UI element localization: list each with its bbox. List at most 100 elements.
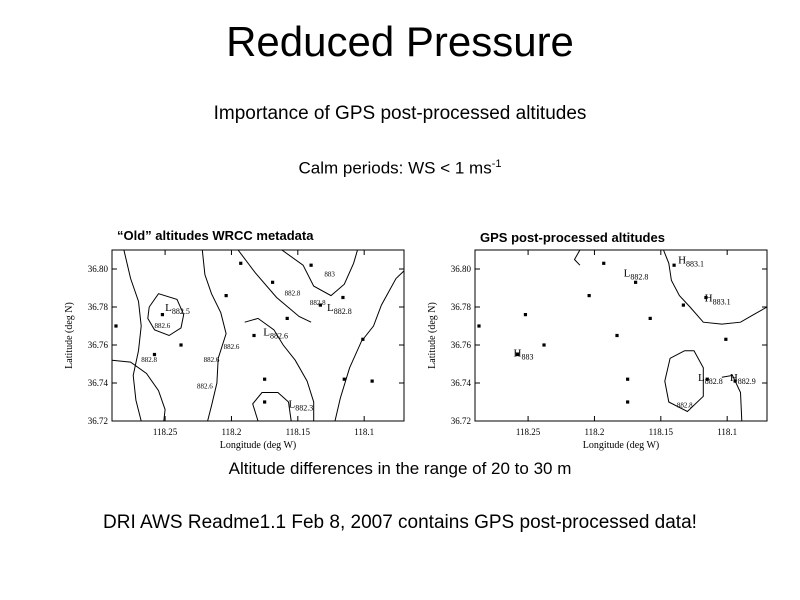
x-tick-label: 118.2 bbox=[584, 427, 604, 437]
contour-line bbox=[664, 350, 704, 413]
station-point bbox=[114, 324, 118, 328]
extremum-letter: L bbox=[624, 268, 631, 280]
station-point bbox=[724, 337, 728, 341]
y-tick-label: 36.72 bbox=[88, 416, 108, 426]
extremum-label: L882.6 bbox=[263, 327, 288, 341]
contour-line bbox=[721, 374, 743, 422]
extremum-letter: H bbox=[730, 372, 738, 384]
extremum-label: L882.3 bbox=[289, 399, 314, 413]
station-point bbox=[341, 295, 345, 300]
extremum-label: L882.5 bbox=[165, 302, 190, 316]
station-point bbox=[523, 313, 528, 317]
extremum-value: 882.9 bbox=[738, 377, 756, 386]
gps-altitudes-contour-map: 118.25 118.2 118.15 118.1 36.80 36.78 36.76 36.… bbox=[427, 249, 768, 451]
contour-line bbox=[334, 270, 405, 422]
extremum-value: 883 bbox=[521, 352, 533, 361]
station-point bbox=[626, 400, 630, 404]
extremum-value: 882.8 bbox=[705, 377, 723, 386]
x-axis-label: Longitude (deg W) bbox=[583, 440, 659, 451]
station-point bbox=[672, 263, 676, 267]
contour-value-label: 882.6 bbox=[155, 322, 171, 330]
contour-line bbox=[123, 249, 142, 422]
altitude-differences-note: Altitude differences in the range of 20 … bbox=[228, 459, 572, 478]
extremum-label: H883 bbox=[513, 347, 533, 361]
station-point bbox=[263, 400, 267, 404]
contour-line bbox=[147, 293, 185, 337]
extremum-letter: L bbox=[327, 302, 334, 314]
extremum-value: 882.3 bbox=[295, 404, 313, 413]
calm-periods-text: Calm periods: WS < 1 ms-1 bbox=[0, 158, 800, 179]
plot-frame bbox=[474, 249, 768, 422]
station-point bbox=[285, 316, 289, 320]
contour-line bbox=[201, 249, 227, 422]
station-point bbox=[318, 303, 322, 307]
contour-line bbox=[252, 392, 292, 422]
station-point bbox=[634, 280, 638, 284]
station-point bbox=[704, 295, 708, 300]
contour-line bbox=[111, 359, 166, 422]
contour-line bbox=[573, 249, 581, 266]
x-tick-label: 118.15 bbox=[286, 427, 311, 437]
extremum-value: 882.8 bbox=[334, 307, 352, 316]
slide-title: Reduced Pressure bbox=[226, 18, 574, 65]
x-tick-label: 118.1 bbox=[354, 427, 374, 437]
slide-subtitle: Importance of GPS post-processed altitud… bbox=[213, 103, 587, 124]
extremum-letter: H bbox=[513, 347, 521, 359]
readme-footer: DRI AWS Readme1.1 Feb 8, 2007 contains G… bbox=[103, 512, 697, 533]
station-point bbox=[361, 337, 365, 341]
y-tick-label: 36.74 bbox=[88, 378, 109, 388]
station-point bbox=[252, 333, 256, 338]
station-point bbox=[648, 316, 652, 320]
extremum-value: 882.5 bbox=[172, 307, 190, 316]
contour-value-label: 883 bbox=[324, 271, 335, 279]
left-panel-title: “Old” altitudes WRCC metadata bbox=[117, 228, 314, 243]
calm-text: Calm periods: WS < 1 ms bbox=[298, 158, 492, 178]
station-point bbox=[615, 333, 619, 338]
y-tick-label: 36.74 bbox=[451, 378, 472, 388]
contour-value-label: 882.8 bbox=[141, 356, 157, 364]
y-axis-label: Latitude (deg N) bbox=[427, 302, 438, 369]
station-point bbox=[263, 377, 267, 381]
station-point bbox=[602, 261, 606, 265]
station-point bbox=[733, 379, 737, 383]
station-point bbox=[705, 377, 709, 381]
x-tick-label: 118.25 bbox=[153, 427, 178, 437]
extremum-letter: H bbox=[678, 254, 686, 266]
extremum-label: L882.8 bbox=[624, 268, 649, 282]
station-point bbox=[160, 313, 165, 317]
station-point bbox=[626, 377, 630, 381]
station-point bbox=[342, 377, 346, 381]
extremum-letter: L bbox=[289, 399, 296, 411]
extremum-letter: H bbox=[705, 292, 713, 304]
right-panel-title: GPS post-processed altitudes bbox=[480, 230, 665, 245]
y-tick-label: 36.76 bbox=[88, 340, 109, 350]
extremum-letter: L bbox=[698, 372, 705, 384]
station-point bbox=[515, 352, 520, 357]
station-point bbox=[309, 263, 313, 267]
extremum-label: H882.9 bbox=[730, 372, 756, 386]
extremum-value: 882.6 bbox=[270, 332, 288, 341]
station-point bbox=[179, 343, 183, 347]
plot-frame bbox=[111, 249, 405, 422]
extremum-letter: L bbox=[263, 327, 270, 339]
y-tick-label: 36.76 bbox=[451, 340, 472, 350]
contour-line bbox=[663, 249, 768, 325]
station-point bbox=[542, 343, 546, 347]
contour-value-label: 882.8 bbox=[310, 299, 326, 307]
station-point bbox=[224, 294, 228, 298]
contour-value-label: 882.8 bbox=[677, 402, 693, 410]
station-point bbox=[477, 324, 481, 328]
y-tick-label: 36.80 bbox=[451, 264, 472, 274]
contour-value-label: 882.6 bbox=[197, 383, 213, 391]
calm-exponent: -1 bbox=[491, 158, 502, 170]
extremum-label: L882.8 bbox=[698, 372, 723, 386]
y-tick-label: 36.78 bbox=[451, 302, 472, 312]
contour-line bbox=[244, 317, 315, 421]
contour-value-label: 882.6 bbox=[204, 356, 220, 364]
extremum-value: 883.1 bbox=[686, 259, 704, 268]
contour-line bbox=[237, 249, 312, 323]
extremum-label: H883.1 bbox=[678, 254, 704, 268]
y-axis-label: Latitude (deg N) bbox=[64, 302, 75, 369]
contour-value-label: 882.8 bbox=[285, 290, 301, 298]
station-point bbox=[152, 352, 157, 357]
